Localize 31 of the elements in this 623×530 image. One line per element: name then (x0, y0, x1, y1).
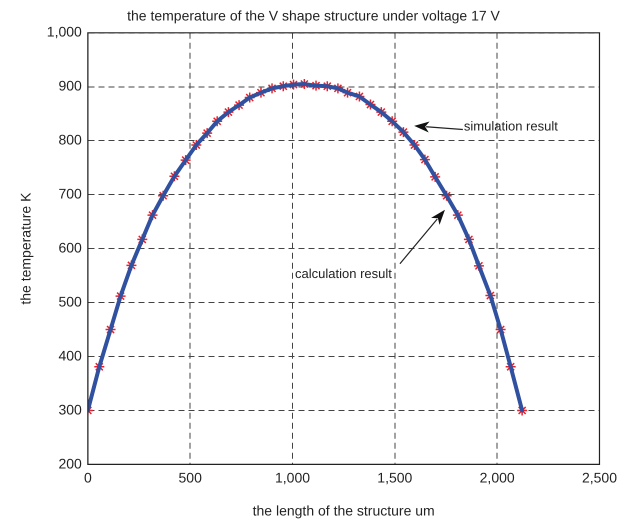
y-tick-label: 400 (58, 347, 82, 364)
y-tick-label: 800 (58, 132, 82, 148)
y-tick-label: 900 (58, 78, 82, 94)
chart-title: the temperature of the V shape structure under voltage 17 V (127, 7, 501, 24)
x-tick-label: 0 (84, 470, 92, 486)
point (255, 86, 267, 98)
point (419, 154, 431, 166)
point (516, 404, 528, 416)
annotation: simulation result (464, 118, 558, 134)
x-tick-label: 1,000 (274, 470, 310, 486)
y-tick-label: 1,000 (46, 24, 82, 40)
y-tick-label: 200 (58, 455, 82, 472)
y-axis-title: the temperature K (17, 192, 34, 305)
x-tick-label: 1,500 (377, 470, 413, 486)
y-tick-label: 600 (58, 239, 82, 256)
point (452, 209, 464, 221)
x-tick-label: 2,000 (480, 470, 515, 486)
point (136, 234, 148, 246)
point (484, 290, 496, 302)
x-tick-label: 2,500 (582, 470, 618, 486)
x-tick-label: 500 (178, 470, 202, 486)
point (244, 92, 256, 104)
point (463, 234, 475, 246)
annotation: calculation result (295, 266, 392, 282)
y-tick-label: 700 (58, 186, 82, 202)
point (376, 106, 388, 118)
x-axis-title: the length of the structure um (252, 502, 435, 518)
point (408, 139, 420, 151)
point (146, 209, 158, 221)
y-tick-label: 300 (58, 401, 82, 418)
y-tick-label: 500 (58, 293, 82, 310)
